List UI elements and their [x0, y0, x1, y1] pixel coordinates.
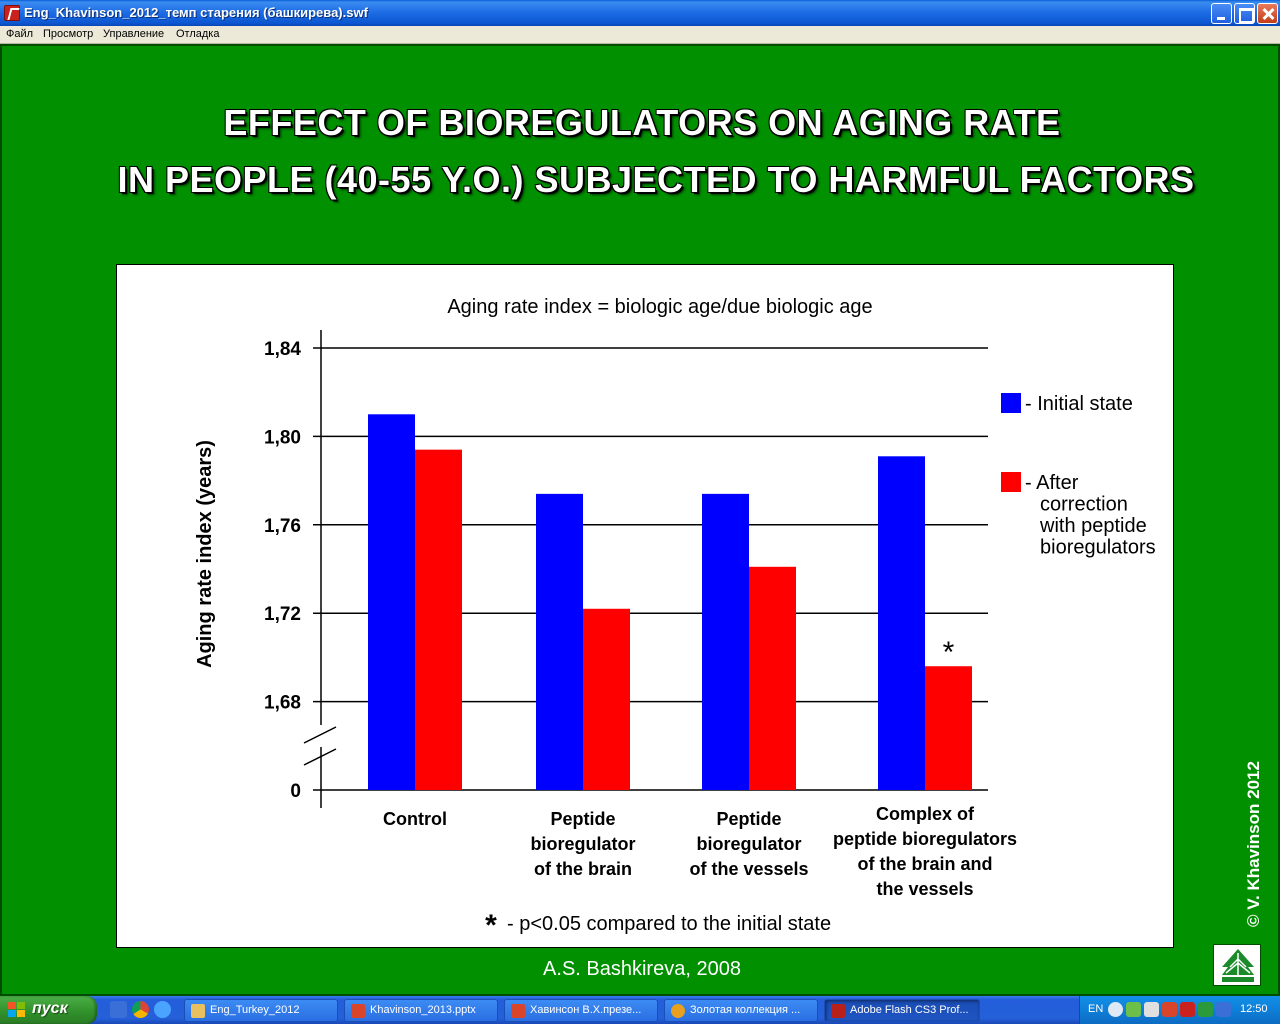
y-axis-label: Aging rate index (years) [194, 440, 216, 668]
task-label: Хавинсон В.Х.презе... [530, 1004, 642, 1016]
x-category-label: Complex of [876, 804, 975, 824]
bar-after-3 [925, 666, 972, 790]
folder-icon [191, 1004, 205, 1018]
axis-break-mark [303, 748, 337, 766]
legend-label: correction [1040, 494, 1128, 516]
start-label: пуск [32, 1000, 68, 1017]
task-label: Eng_Turkey_2012 [210, 1004, 300, 1016]
chart-panel: Aging rate index = biologic age/due biol… [116, 264, 1174, 948]
bar-after-2 [749, 566, 796, 790]
window-title: Eng_Khavinson_2012_темп старения (башкир… [24, 5, 368, 20]
window-title-bar: Eng_Khavinson_2012_темп старения (башкир… [0, 0, 1280, 26]
author-credit: A.S. Bashkireva, 2008 [543, 958, 741, 980]
x-category-label: Peptide [716, 809, 781, 829]
chart-title: Aging rate index = biologic age/due biol… [447, 296, 872, 318]
footnote-text: - p<0.05 compared to the initial state [507, 913, 831, 935]
significance-asterisk: * [943, 636, 955, 669]
x-category-label: Control [383, 809, 447, 829]
y-tick-label: 1,72 [264, 604, 301, 625]
legend-label: bioregulators [1040, 537, 1156, 559]
internet-explorer-icon[interactable] [154, 1001, 171, 1018]
x-category-label: Peptide [550, 809, 615, 829]
legend-label: - After [1025, 472, 1079, 494]
system-tray: EN 12:50 [1079, 996, 1280, 1024]
menu-debug[interactable]: Отладка [176, 28, 220, 40]
show-desktop-icon[interactable] [110, 1001, 127, 1018]
copyright-text: © V. Khavinson 2012 [1244, 761, 1263, 927]
axis-break-mark [303, 726, 337, 744]
minimize-button[interactable] [1211, 3, 1232, 24]
x-category-label: the vessels [876, 879, 973, 899]
close-button[interactable] [1257, 3, 1278, 24]
menu-view[interactable]: Просмотр [43, 28, 94, 40]
menu-bar: Файл Просмотр Управление Отладка [0, 26, 1280, 44]
update-icon[interactable] [1216, 1002, 1231, 1017]
slide-canvas: EFFECT OF BIOREGULATORS ON AGING RATE IN… [0, 44, 1280, 996]
task-label: Khavinson_2013.pptx [370, 1004, 476, 1016]
slide-title-line-2: IN PEOPLE (40-55 Y.O.) SUBJECTED TO HARM… [117, 159, 1195, 200]
volume-icon[interactable] [1144, 1002, 1159, 1017]
y-tick-label: 1,80 [264, 427, 301, 448]
powerpoint-icon [511, 1004, 525, 1018]
copyright-notice: © V. Khavinson 2012 [1244, 746, 1264, 946]
flash-app-icon[interactable] [4, 5, 20, 21]
security-icon[interactable] [1198, 1002, 1213, 1017]
chrome-icon [671, 1004, 685, 1018]
legend-label: with peptide [1039, 515, 1147, 537]
bar-chart: Aging rate index = biologic age/due biol… [194, 296, 1156, 942]
y-tick-label: 1,76 [264, 516, 301, 537]
flash-icon [831, 1004, 845, 1018]
task-button-powerpoint[interactable]: Khavinson_2013.pptx [344, 999, 498, 1022]
x-category-label: of the brain [534, 859, 632, 879]
task-label: Золотая коллекция ... [690, 1004, 801, 1016]
institute-logo [1213, 944, 1261, 986]
task-label: Adobe Flash CS3 Prof... [850, 1004, 969, 1016]
app-tray-icon[interactable] [1162, 1002, 1177, 1017]
powerpoint-icon [351, 1004, 365, 1018]
windows-taskbar: пуск Eng_Turkey_2012 Khavinson_2013.pptx… [0, 996, 1280, 1024]
x-category-label: of the vessels [689, 859, 808, 879]
menu-file[interactable]: Файл [6, 28, 34, 40]
network-icon[interactable] [1126, 1002, 1141, 1017]
menu-control[interactable]: Управление [103, 28, 165, 40]
slide-title-line-1: EFFECT OF BIOREGULATORS ON AGING RATE [223, 102, 1061, 143]
legend-swatch-after [1001, 472, 1021, 492]
legend-swatch-initial [1001, 393, 1021, 413]
y-tick-label: 1,84 [264, 339, 301, 360]
chrome-icon[interactable] [132, 1001, 149, 1018]
task-button-folder[interactable]: Eng_Turkey_2012 [184, 999, 338, 1022]
bar-initial-2 [702, 493, 749, 790]
bar-after-1 [583, 608, 630, 790]
start-button[interactable]: пуск [0, 996, 97, 1024]
keyboard-layout-icon[interactable] [1180, 1002, 1195, 1017]
bar-after-0 [415, 449, 462, 790]
bar-initial-3 [878, 456, 925, 790]
y-tick-label: 1,68 [264, 693, 301, 714]
back-arrow-icon[interactable] [1108, 1002, 1123, 1017]
y-tick-label: 0 [290, 781, 301, 802]
task-button-presentation[interactable]: Хавинсон В.Х.презе... [504, 999, 658, 1022]
maximize-button[interactable] [1234, 3, 1255, 24]
task-button-flash[interactable]: Adobe Flash CS3 Prof... [824, 999, 980, 1022]
x-category-label: bioregulator [530, 834, 635, 854]
windows-flag-icon [8, 1002, 26, 1018]
x-category-label: peptide bioregulators [833, 829, 1017, 849]
x-category-label: of the brain and [858, 854, 993, 874]
clock: 12:50 [1240, 1003, 1268, 1015]
language-indicator[interactable]: EN [1088, 1003, 1104, 1015]
x-category-label: bioregulator [696, 834, 801, 854]
bar-initial-0 [368, 414, 415, 790]
legend-label: - Initial state [1025, 393, 1133, 415]
task-button-browser[interactable]: Золотая коллекция ... [664, 999, 818, 1022]
footnote-asterisk: * [485, 909, 497, 942]
leaf-logo-icon [1222, 949, 1254, 982]
bar-initial-1 [536, 493, 583, 790]
